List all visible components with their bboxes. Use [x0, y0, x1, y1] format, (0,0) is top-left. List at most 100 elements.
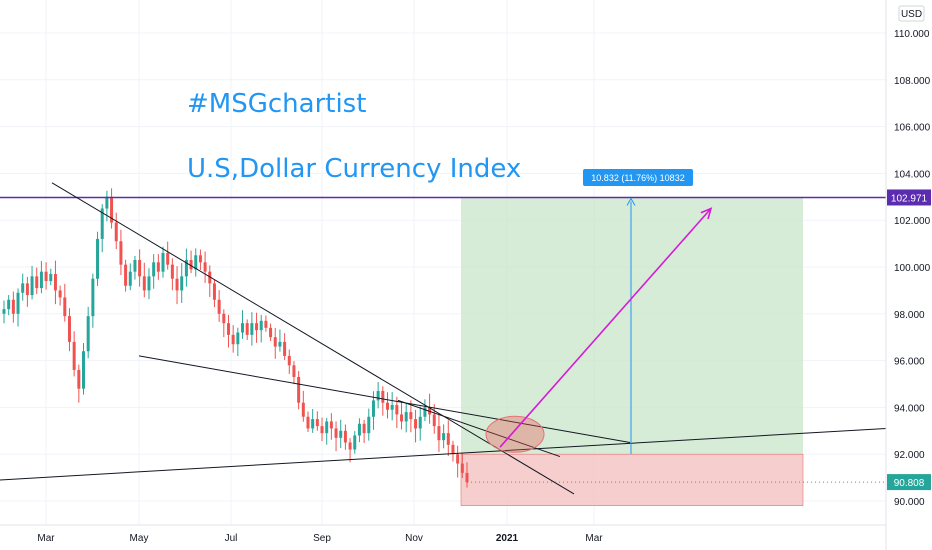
candle-body — [329, 421, 333, 429]
titles: #MSGchartist U.S,Dollar Currency Index — [187, 89, 521, 184]
candle — [72, 331, 76, 377]
candle — [456, 445, 460, 478]
candle — [226, 314, 230, 348]
candle-body — [91, 278, 95, 317]
candle — [255, 312, 259, 343]
candle-body — [96, 238, 100, 279]
candle-body — [100, 208, 104, 239]
x-tick-label: 2021 — [496, 533, 519, 544]
candle-body — [166, 252, 170, 265]
candle — [82, 343, 86, 395]
y-tick-label: 94.000 — [894, 403, 925, 414]
trendline-lower-support-line — [0, 427, 887, 481]
drawings — [0, 182, 887, 495]
candle — [30, 265, 34, 300]
candle — [432, 404, 436, 434]
candle-body — [114, 222, 118, 242]
measure-label: 10.832 (11.76%) 10832 — [591, 173, 684, 183]
candle — [222, 309, 226, 338]
candle — [133, 255, 137, 280]
y-tick-label: 92.000 — [894, 450, 925, 461]
price-labels: 10.832 (11.76%) 10832 102.971 90.808 — [583, 169, 931, 491]
candle-body — [63, 297, 67, 317]
candle — [334, 421, 338, 452]
candle-body — [67, 316, 71, 342]
candle — [142, 262, 146, 298]
candle-body — [231, 334, 235, 345]
candle-body — [395, 405, 399, 415]
time-axis[interactable]: Mar May Jul Sep Nov 2021 Mar — [0, 524, 886, 544]
candle — [194, 248, 198, 277]
candle — [91, 273, 95, 328]
candle-body — [170, 264, 174, 279]
candle — [381, 386, 385, 416]
candle — [241, 310, 245, 339]
candle-body — [306, 416, 310, 429]
candle — [198, 249, 202, 270]
candle-body — [320, 426, 324, 434]
currency-badge[interactable] — [898, 5, 925, 22]
price-axis[interactable]: USD 110.000 108.000 106.000 104.000 102.000 1… — [885, 0, 932, 550]
candle-body — [400, 414, 404, 422]
candle — [124, 259, 128, 292]
candle — [110, 188, 114, 229]
candle-body — [105, 196, 109, 209]
candle-body — [44, 271, 48, 282]
candle — [339, 419, 343, 449]
candle — [96, 231, 100, 286]
candle — [329, 413, 333, 440]
candle-body — [53, 274, 57, 291]
candle — [49, 268, 53, 286]
candle-body — [82, 351, 86, 389]
candle-body — [128, 271, 132, 286]
candle-body — [245, 323, 249, 335]
chart-title: #MSGchartist — [187, 89, 366, 119]
candle — [180, 263, 184, 303]
candle-body — [39, 271, 43, 289]
candle-body — [287, 355, 291, 366]
candle — [147, 268, 151, 300]
candle — [278, 329, 282, 352]
candle-body — [409, 412, 413, 420]
candle — [16, 288, 20, 327]
candle — [67, 308, 71, 352]
candle — [7, 295, 11, 316]
candle-body — [119, 241, 123, 265]
candle — [465, 462, 469, 488]
candle — [250, 312, 254, 346]
candle — [189, 250, 193, 274]
candle — [236, 327, 240, 357]
candle — [11, 291, 15, 323]
position-zones — [460, 197, 804, 506]
y-tick-label: 96.000 — [894, 357, 925, 368]
candle — [325, 417, 329, 445]
candle — [320, 417, 324, 442]
x-tick-label: Nov — [405, 533, 423, 544]
candle — [357, 418, 361, 443]
y-tick-label: 102.000 — [894, 216, 931, 227]
candle-body — [371, 400, 375, 417]
candle — [114, 212, 118, 250]
candle-body — [147, 276, 151, 291]
candle-body — [343, 430, 347, 443]
loss-zone — [460, 453, 804, 506]
candle — [217, 290, 221, 322]
candle-body — [2, 309, 6, 314]
candle — [152, 254, 156, 289]
candle-body — [21, 283, 25, 293]
candle — [77, 364, 81, 403]
candle-body — [11, 299, 15, 314]
candle-body — [72, 341, 76, 370]
candle-body — [273, 337, 277, 347]
chart-subtitle: U.S,Dollar Currency Index — [187, 154, 521, 184]
candle-body — [418, 416, 422, 429]
candle-body — [49, 274, 53, 282]
candle — [287, 349, 291, 374]
candle-body — [292, 365, 296, 377]
candle — [208, 265, 212, 297]
candle — [63, 283, 67, 322]
candle-body — [381, 391, 385, 403]
candle-body — [250, 323, 254, 335]
candle — [418, 406, 422, 441]
candle-body — [376, 391, 380, 401]
